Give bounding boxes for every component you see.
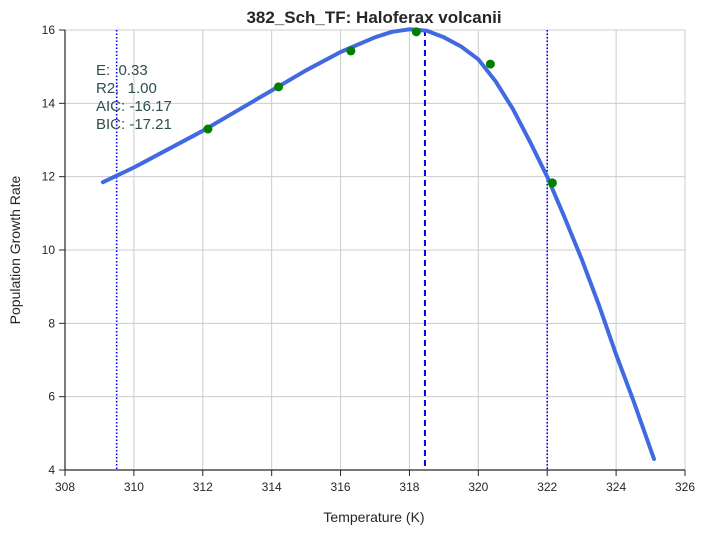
y-axis-label: Population Growth Rate <box>7 175 23 324</box>
x-tick-label: 308 <box>55 480 75 494</box>
data-point <box>411 27 421 37</box>
x-tick-label: 320 <box>468 480 488 494</box>
x-tick-label: 326 <box>675 480 695 494</box>
y-tick-label: 14 <box>42 96 56 110</box>
stat-aic: AIC: -16.17 <box>96 98 172 115</box>
data-point <box>203 124 213 134</box>
fit-curve <box>100 27 656 461</box>
y-ticks: 4 6 8 10 12 14 16 <box>42 23 65 477</box>
x-axis-label: Temperature (K) <box>323 509 424 525</box>
data-point <box>274 82 284 92</box>
x-ticks: 308 310 312 314 316 318 320 322 324 326 <box>55 470 695 494</box>
y-tick-label: 10 <box>42 243 56 257</box>
x-tick-label: 322 <box>537 480 557 494</box>
y-tick-label: 6 <box>48 390 55 404</box>
y-tick-label: 16 <box>42 23 56 37</box>
grid <box>65 29 686 470</box>
y-tick-label: 12 <box>42 170 56 184</box>
x-tick-label: 316 <box>331 480 351 494</box>
fit-stats: E: 0.33 R2: 1.00 AIC: -16.17 BIC: -17.21 <box>96 62 172 133</box>
data-point <box>485 59 495 69</box>
x-tick-label: 314 <box>262 480 282 494</box>
stat-bic: BIC: -17.21 <box>96 116 172 133</box>
y-tick-label: 8 <box>48 316 55 330</box>
x-tick-label: 324 <box>606 480 626 494</box>
y-tick-label: 4 <box>48 463 55 477</box>
data-point <box>346 46 356 56</box>
stat-r2: R2: 1.00 <box>96 80 157 97</box>
x-tick-label: 318 <box>399 480 419 494</box>
observed-points <box>203 27 557 188</box>
chart-title: 382_Sch_TF: Haloferax volcanii <box>246 8 501 27</box>
reference-lines <box>115 30 549 470</box>
x-tick-label: 310 <box>124 480 144 494</box>
data-point <box>547 178 557 188</box>
stat-e: E: 0.33 <box>96 62 148 79</box>
x-tick-label: 312 <box>193 480 213 494</box>
